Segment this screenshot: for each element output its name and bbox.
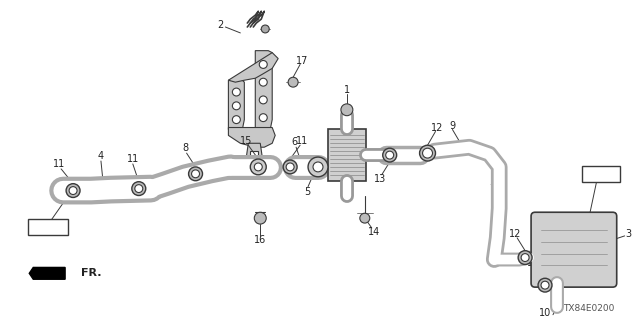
Text: 10: 10 [539, 308, 551, 318]
Text: 6: 6 [291, 137, 297, 147]
FancyBboxPatch shape [531, 212, 617, 287]
Text: 12: 12 [509, 229, 522, 239]
Circle shape [259, 60, 268, 68]
Circle shape [232, 88, 241, 96]
Text: 14: 14 [367, 227, 380, 237]
Polygon shape [228, 52, 278, 82]
Text: E-1: E-1 [40, 222, 57, 232]
Polygon shape [228, 127, 275, 147]
Text: 11: 11 [53, 159, 65, 169]
Circle shape [341, 104, 353, 116]
Circle shape [135, 185, 143, 193]
Text: 11: 11 [296, 136, 308, 146]
Text: 12: 12 [527, 259, 540, 268]
Circle shape [283, 160, 297, 174]
Text: 2: 2 [218, 20, 223, 30]
Text: 8: 8 [182, 143, 189, 153]
Circle shape [69, 187, 77, 195]
Circle shape [191, 170, 200, 178]
Text: 3: 3 [625, 229, 632, 239]
Circle shape [313, 162, 323, 172]
Text: 16: 16 [254, 235, 266, 245]
Circle shape [288, 77, 298, 87]
Text: 12: 12 [431, 123, 444, 132]
Circle shape [232, 116, 241, 124]
Text: 17: 17 [296, 55, 308, 66]
Text: 1: 1 [344, 85, 350, 95]
Text: 13: 13 [374, 174, 386, 184]
Circle shape [360, 213, 370, 223]
Text: 11: 11 [127, 154, 139, 164]
Circle shape [254, 212, 266, 224]
Circle shape [259, 114, 268, 122]
Circle shape [259, 78, 268, 86]
Polygon shape [255, 51, 272, 132]
Circle shape [422, 148, 433, 158]
Text: 5: 5 [304, 187, 310, 196]
Circle shape [259, 96, 268, 104]
Circle shape [383, 148, 397, 162]
Text: FR.: FR. [81, 268, 102, 278]
Circle shape [286, 163, 294, 171]
Circle shape [189, 167, 202, 181]
Text: 15: 15 [240, 136, 253, 146]
Circle shape [250, 159, 266, 175]
Circle shape [541, 281, 549, 289]
Polygon shape [29, 268, 65, 279]
Text: 4: 4 [98, 151, 104, 161]
Circle shape [521, 254, 529, 261]
Circle shape [518, 251, 532, 264]
Text: 9: 9 [449, 121, 456, 131]
Circle shape [538, 278, 552, 292]
Circle shape [254, 163, 262, 171]
Text: B-4: B-4 [592, 169, 610, 179]
FancyBboxPatch shape [28, 219, 68, 235]
FancyBboxPatch shape [250, 151, 259, 159]
Text: TX84E0200: TX84E0200 [563, 304, 614, 313]
Circle shape [66, 184, 80, 197]
FancyBboxPatch shape [328, 130, 366, 181]
Circle shape [132, 182, 146, 196]
FancyBboxPatch shape [582, 166, 620, 182]
Polygon shape [228, 80, 244, 132]
Circle shape [386, 151, 394, 159]
Circle shape [261, 25, 269, 33]
Circle shape [232, 102, 241, 110]
Text: 7: 7 [489, 184, 495, 194]
Circle shape [420, 145, 435, 161]
Circle shape [308, 157, 328, 177]
Polygon shape [246, 143, 262, 169]
